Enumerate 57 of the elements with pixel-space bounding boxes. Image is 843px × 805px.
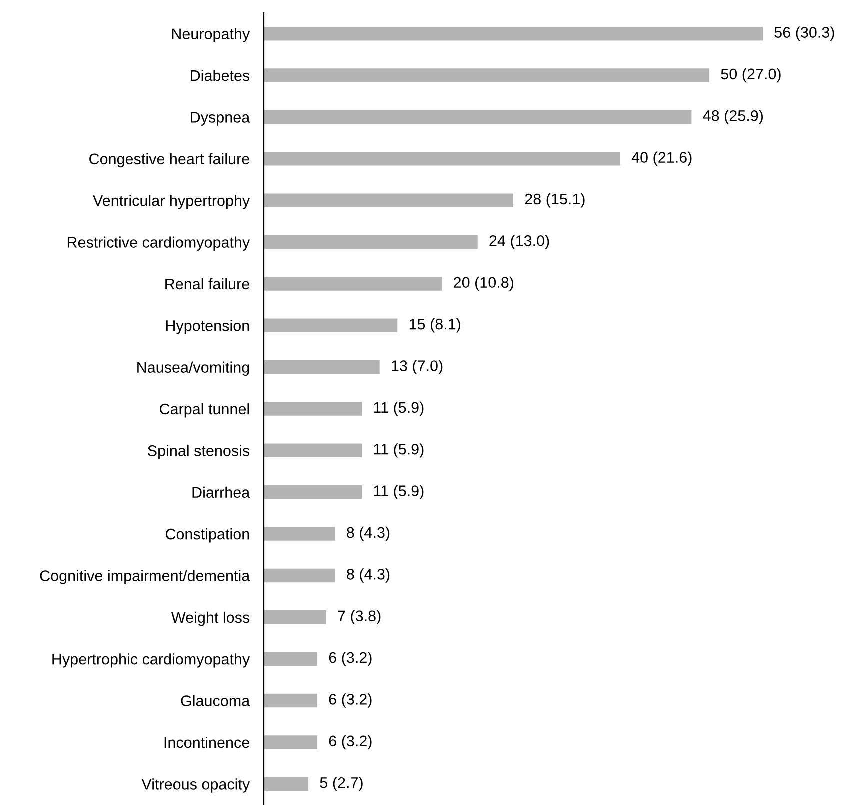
data-label: 13 (7.0) (392, 360, 443, 374)
bar (264, 527, 336, 541)
data-label: 28 (15.1) (525, 193, 585, 208)
y-tick-label: Constipation (166, 528, 250, 543)
bar (264, 194, 514, 208)
bar (264, 360, 380, 374)
data-label: 56 (30.3) (774, 26, 834, 41)
data-label: 11 (5.9) (374, 444, 424, 458)
y-tick-label: Diarrhea (192, 486, 250, 498)
y-tick-label: Neuropathy (172, 28, 250, 43)
data-label: 8 (4.3) (347, 568, 390, 583)
bar (264, 235, 478, 250)
bar (264, 736, 318, 750)
y-tick-label: Hypertrophic cardiomyopathy (52, 654, 250, 668)
y-tick-label: Incontinence (164, 736, 250, 748)
data-label: 7 (3.8) (338, 610, 381, 625)
bar (264, 444, 362, 458)
y-tick-label: Cognitive impairment/dementia (40, 570, 250, 584)
data-label: 20 (10.8) (454, 276, 514, 292)
y-tick-label: Diabetes (191, 70, 250, 82)
bar (264, 777, 309, 792)
y-tick-label: Restrictive cardiomyopathy (68, 236, 250, 251)
y-tick-label: Nausea/vomiting (138, 362, 250, 376)
bar (264, 152, 620, 166)
y-tick-label: Dyspnea (191, 112, 250, 126)
data-label: 50 (27.0) (721, 68, 781, 83)
y-tick-label: Hypotension (166, 320, 250, 334)
y-tick-label: Carpal tunnel (160, 403, 250, 418)
bar (264, 485, 362, 500)
bar (264, 26, 763, 41)
bar (264, 318, 398, 333)
data-label: 11 (5.9) (374, 485, 424, 500)
bar (264, 68, 710, 82)
data-label: 6 (3.2) (329, 735, 372, 750)
data-label: 24 (13.0) (490, 235, 550, 250)
bar (264, 277, 442, 291)
y-tick-label: Vitreous opacity (142, 778, 250, 793)
data-label: 11 (5.9) (374, 402, 424, 416)
data-label: 8 (4.3) (347, 526, 390, 542)
bar (264, 652, 318, 666)
data-label: 5 (2.7) (320, 777, 363, 792)
bar (264, 610, 326, 624)
y-tick-label: Congestive heart failure (90, 153, 250, 168)
bar (264, 402, 362, 416)
y-tick-label: Glaucoma (181, 695, 250, 706)
data-label: 40 (21.6) (632, 152, 692, 166)
data-label: 48 (25.9) (703, 110, 764, 124)
data-label: 6 (3.2) (329, 694, 372, 708)
bar (264, 694, 318, 708)
bar (264, 568, 336, 583)
y-tick-label: Spinal stenosis (148, 445, 250, 460)
y-tick-label: Weight loss (171, 612, 250, 626)
y-tick-label: Renal failure (166, 278, 250, 290)
data-label: 6 (3.2) (329, 652, 372, 666)
y-tick-label: Ventricular hypertrophy (93, 195, 250, 210)
data-label: 15 (8.1) (410, 318, 460, 333)
bar (264, 110, 692, 124)
